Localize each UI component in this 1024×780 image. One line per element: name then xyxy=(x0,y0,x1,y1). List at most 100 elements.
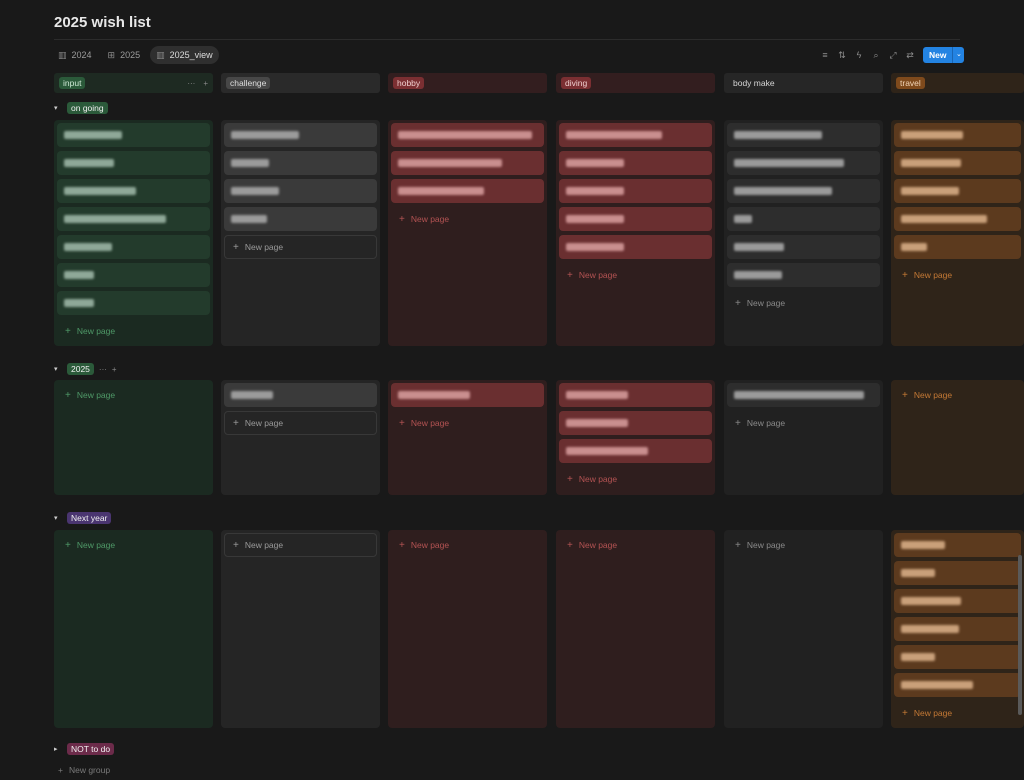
new-page-button[interactable]: + New page xyxy=(391,533,544,557)
card[interactable] xyxy=(727,151,880,175)
card[interactable] xyxy=(559,235,712,259)
card[interactable] xyxy=(391,151,544,175)
new-page-button[interactable]: + New page xyxy=(727,533,880,557)
new-page-button[interactable]: + New page xyxy=(559,533,712,557)
more-icon[interactable]: ··· xyxy=(187,78,196,88)
card[interactable] xyxy=(894,561,1021,585)
card[interactable] xyxy=(391,179,544,203)
card[interactable] xyxy=(57,291,210,315)
card[interactable] xyxy=(559,383,712,407)
card[interactable] xyxy=(559,207,712,231)
card[interactable] xyxy=(894,533,1021,557)
card[interactable] xyxy=(57,207,210,231)
card[interactable] xyxy=(894,589,1021,613)
card[interactable] xyxy=(391,123,544,147)
search-icon[interactable]: ⌕ xyxy=(873,49,879,60)
card[interactable] xyxy=(57,179,210,203)
card[interactable] xyxy=(727,123,880,147)
card[interactable] xyxy=(224,207,377,231)
sync-icon[interactable]: ⇄ xyxy=(906,49,914,60)
new-page-button[interactable]: + New page xyxy=(559,263,712,287)
new-page-button[interactable]: + New page xyxy=(224,533,377,557)
card[interactable] xyxy=(224,151,377,175)
expand-icon[interactable]: ⤢ xyxy=(889,49,897,60)
new-group-button[interactable]: + New group xyxy=(58,765,110,775)
card[interactable] xyxy=(391,383,544,407)
column-header-input[interactable]: input ··· + xyxy=(54,73,213,93)
card[interactable] xyxy=(727,383,880,407)
card[interactable] xyxy=(727,263,880,287)
column-header-challenge[interactable]: challenge xyxy=(221,73,380,93)
chevron-down-icon[interactable]: ⌄ xyxy=(952,47,964,63)
column-header-diving[interactable]: diving xyxy=(556,73,715,93)
new-page-button[interactable]: + New page xyxy=(224,411,377,435)
new-page-button[interactable]: + New page xyxy=(57,383,210,407)
new-page-button[interactable]: + New page xyxy=(224,235,377,259)
card[interactable] xyxy=(894,645,1021,669)
group-header-next-year[interactable]: ▾ Next year xyxy=(54,511,112,525)
column-header-body-make[interactable]: body make xyxy=(724,73,883,93)
tab-2025-view[interactable]: ▥ 2025_view xyxy=(150,46,219,64)
card[interactable] xyxy=(559,123,712,147)
card[interactable] xyxy=(57,151,210,175)
plus-icon: + xyxy=(233,417,239,429)
card[interactable] xyxy=(57,235,210,259)
chevron-down-icon[interactable]: ▾ xyxy=(54,366,58,373)
card[interactable] xyxy=(727,179,880,203)
new-page-button[interactable]: + New page xyxy=(391,411,544,435)
card[interactable] xyxy=(727,207,880,231)
new-button-label[interactable]: New xyxy=(929,50,947,60)
chevron-right-icon[interactable]: ▸ xyxy=(54,746,58,753)
card[interactable] xyxy=(894,123,1021,147)
column-header-hobby[interactable]: hobby xyxy=(388,73,547,93)
card[interactable] xyxy=(224,179,377,203)
new-page-button[interactable]: + New page xyxy=(391,207,544,231)
card[interactable] xyxy=(559,179,712,203)
card[interactable] xyxy=(57,263,210,287)
card[interactable] xyxy=(57,123,210,147)
plus-icon: + xyxy=(233,539,239,551)
card[interactable] xyxy=(224,123,377,147)
new-page-button[interactable]: + New page xyxy=(727,411,880,435)
new-page-button[interactable]: + New page xyxy=(727,291,880,315)
sort-icon[interactable]: ⇅ xyxy=(838,49,846,60)
new-page-button[interactable]: + New page xyxy=(57,533,210,557)
new-page-button[interactable]: + New page xyxy=(57,319,210,343)
column-label: input xyxy=(59,77,86,89)
chevron-down-icon[interactable]: ▾ xyxy=(54,105,58,112)
card[interactable] xyxy=(894,151,1021,175)
column-header-travel[interactable]: travel xyxy=(891,73,1024,93)
new-page-button[interactable]: + New page xyxy=(894,263,1021,287)
group-header-not-to-do[interactable]: ▸ NOT to do xyxy=(54,742,115,756)
new-page-button[interactable]: + New page xyxy=(894,383,1021,407)
card[interactable] xyxy=(559,411,712,435)
redacted-title xyxy=(901,597,961,605)
new-page-button[interactable]: + New page xyxy=(894,701,1021,725)
card[interactable] xyxy=(727,235,880,259)
title-divider xyxy=(54,39,960,40)
plus-icon: + xyxy=(735,539,741,551)
card[interactable] xyxy=(894,617,1021,641)
tab-2024[interactable]: ▥ 2024 xyxy=(52,46,98,64)
card[interactable] xyxy=(559,439,712,463)
card[interactable] xyxy=(559,151,712,175)
redacted-title xyxy=(64,243,112,251)
group-header-2025[interactable]: ▾ 2025 ··· + xyxy=(54,362,117,376)
new-page-button[interactable]: + New page xyxy=(559,467,712,491)
plus-icon[interactable]: + xyxy=(203,78,208,88)
filter-icon[interactable]: ≡ xyxy=(822,50,828,60)
group-header-on-going[interactable]: ▾ on going xyxy=(54,101,108,115)
card[interactable] xyxy=(894,179,1021,203)
card[interactable] xyxy=(894,673,1021,697)
vertical-scrollbar[interactable] xyxy=(1018,555,1022,715)
automation-icon[interactable]: ϟ xyxy=(856,50,862,60)
new-button[interactable]: New ⌄ xyxy=(923,47,965,63)
card[interactable] xyxy=(894,235,1021,259)
redacted-title xyxy=(64,299,94,307)
more-icon[interactable]: ··· xyxy=(98,364,107,374)
card[interactable] xyxy=(894,207,1021,231)
chevron-down-icon[interactable]: ▾ xyxy=(54,515,58,522)
tab-2025[interactable]: ⊞ 2025 xyxy=(102,46,147,64)
card[interactable] xyxy=(224,383,377,407)
plus-icon[interactable]: + xyxy=(111,364,117,374)
